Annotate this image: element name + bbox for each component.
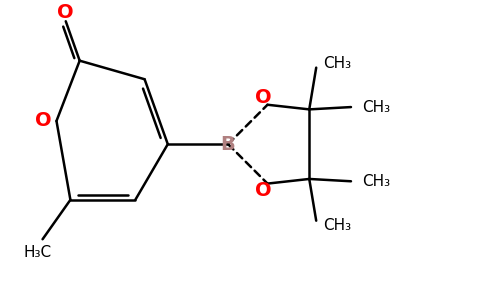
Text: O: O	[255, 88, 271, 107]
Text: O: O	[255, 181, 271, 200]
Text: O: O	[35, 112, 52, 130]
Text: CH₃: CH₃	[323, 56, 351, 70]
Text: CH₃: CH₃	[363, 174, 391, 189]
Text: O: O	[58, 3, 74, 22]
Text: B: B	[221, 135, 235, 154]
Text: CH₃: CH₃	[363, 100, 391, 115]
Text: CH₃: CH₃	[323, 218, 351, 233]
Text: H₃C: H₃C	[24, 245, 52, 260]
